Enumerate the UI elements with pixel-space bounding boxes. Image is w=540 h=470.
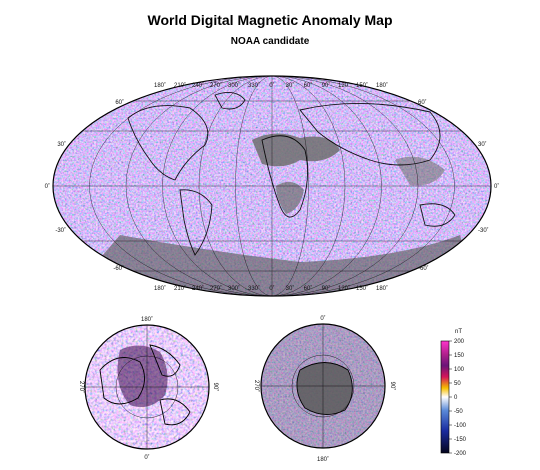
lon-label: 0˚ <box>269 82 274 89</box>
legend-tick: 200 <box>454 339 465 345</box>
polar-label-bottom: 180˚ <box>317 456 329 463</box>
lon-label: 270˚ <box>210 285 222 292</box>
lon-label: 30˚ <box>286 285 295 292</box>
north-polar-map <box>84 324 210 450</box>
legend-tick: -100 <box>454 423 467 429</box>
polar-label-left: 270˚ <box>253 380 260 392</box>
north-polar-labels: 180˚ 0˚ 270˚ 90˚ <box>78 316 219 461</box>
color-legend: nT 200 150 100 50 0 -50 -100 -150 -200 <box>440 329 467 457</box>
lon-label: 90˚ <box>322 285 331 292</box>
bottom-longitude-labels: 180˚ 210˚ 240˚ 270˚ 300˚ 330˚ 0˚ 30˚ 60˚… <box>154 285 388 292</box>
legend-tick: 100 <box>454 367 465 373</box>
lat-label: 0˚ <box>494 183 499 190</box>
legend-tick: -50 <box>454 409 463 415</box>
south-polar-labels: 0˚ 180˚ 270˚ 90˚ <box>253 315 396 463</box>
lon-label: 300˚ <box>228 285 240 292</box>
legend-tick: -150 <box>454 437 467 443</box>
lon-label: 60˚ <box>304 285 313 292</box>
lat-label: -60˚ <box>418 265 429 272</box>
lon-label: 210˚ <box>174 285 186 292</box>
lat-label: 60˚ <box>418 99 427 106</box>
lon-label: 240˚ <box>192 82 204 89</box>
lat-label: 0˚ <box>45 183 50 190</box>
polar-label-right: 90˚ <box>212 383 219 392</box>
legend-colorbar <box>440 340 450 454</box>
lon-label: 120˚ <box>338 285 350 292</box>
lon-label: 240˚ <box>192 285 204 292</box>
lon-label: 180˚ <box>376 285 388 292</box>
lon-label: 270˚ <box>210 82 222 89</box>
lat-label: 60˚ <box>115 99 124 106</box>
polar-label-top: 180˚ <box>141 316 153 323</box>
lon-label: 150˚ <box>356 82 368 89</box>
legend-tick: 0 <box>454 395 458 401</box>
legend-tick: -200 <box>454 451 467 457</box>
top-longitude-labels: 180˚ 210˚ 240˚ 270˚ 300˚ 330˚ 0˚ 30˚ 60˚… <box>154 82 388 89</box>
lat-label: 30˚ <box>478 141 487 148</box>
lon-label: 330˚ <box>248 82 260 89</box>
lat-label: 30˚ <box>57 141 66 148</box>
legend-tick: 150 <box>454 353 465 359</box>
lon-label: 0˚ <box>269 285 274 292</box>
lon-label: 330˚ <box>248 285 260 292</box>
lat-label: -30˚ <box>55 227 66 234</box>
right-latitude-labels: 60˚ 30˚ 0˚ -30˚ -60˚ <box>418 99 499 272</box>
lon-label: 300˚ <box>228 82 240 89</box>
map-title: World Digital Magnetic Anomaly Map <box>147 12 393 28</box>
polar-label-right: 90˚ <box>389 382 396 391</box>
lat-label: -30˚ <box>478 227 489 234</box>
legend-unit: nT <box>455 329 462 335</box>
left-latitude-labels: 60˚ 30˚ 0˚ -30˚ -60˚ <box>45 99 124 272</box>
lon-label: 30˚ <box>286 82 295 89</box>
lon-label: 180˚ <box>154 285 166 292</box>
lat-label: -60˚ <box>113 265 124 272</box>
legend-tick: 50 <box>454 381 461 387</box>
lon-label: 180˚ <box>376 82 388 89</box>
lon-label: 150˚ <box>356 285 368 292</box>
polar-label-bottom: 0˚ <box>144 454 149 461</box>
south-polar-map <box>260 323 386 449</box>
world-anomaly-map <box>52 75 492 297</box>
polar-label-top: 0˚ <box>320 315 325 322</box>
lon-label: 60˚ <box>304 82 313 89</box>
map-subtitle: NOAA candidate <box>230 36 310 47</box>
lon-label: 90˚ <box>322 82 331 89</box>
lon-label: 120˚ <box>338 82 350 89</box>
lon-label: 180˚ <box>154 82 166 89</box>
polar-label-left: 270˚ <box>78 381 85 393</box>
lon-label: 210˚ <box>174 82 186 89</box>
